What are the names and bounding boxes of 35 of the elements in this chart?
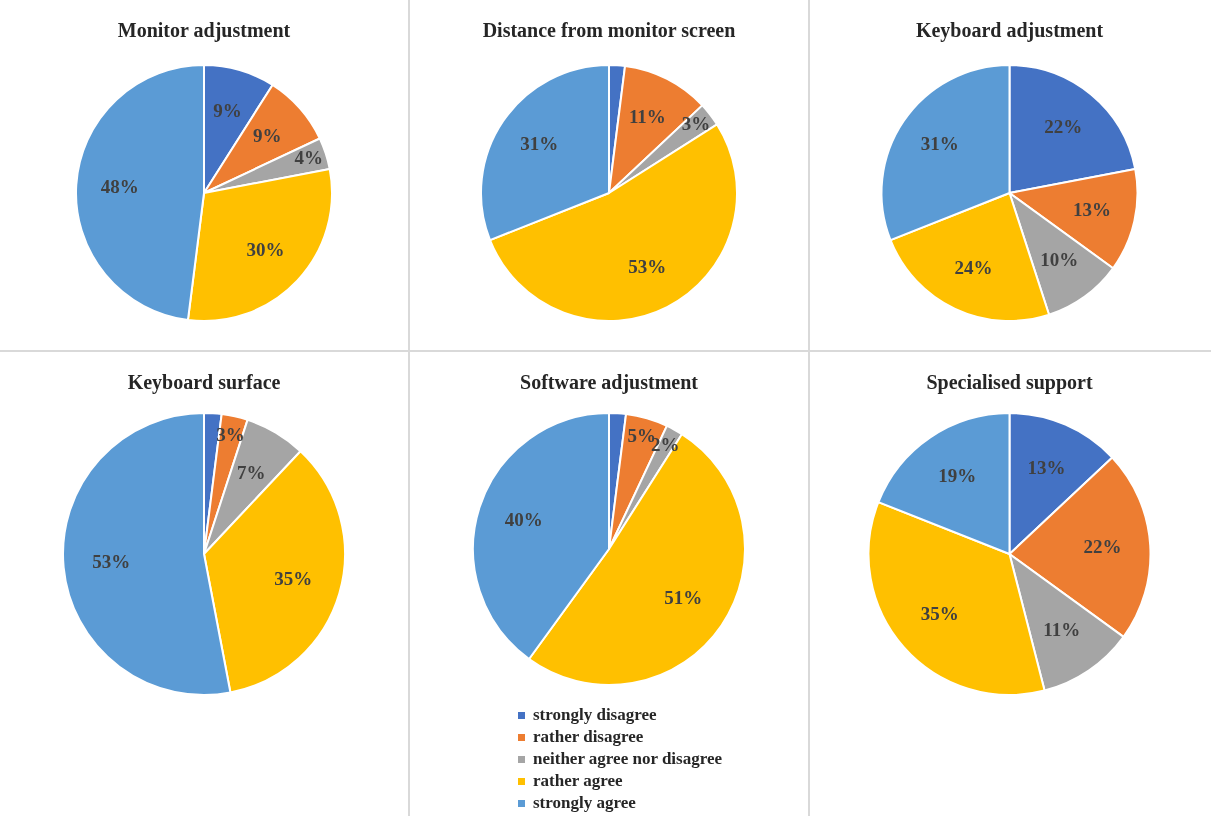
data-label: 24%	[954, 257, 993, 279]
data-label: 13%	[1027, 456, 1066, 478]
data-label: 48%	[100, 175, 139, 197]
legend-label: strongly agree	[533, 792, 636, 814]
data-label: 31%	[920, 133, 959, 155]
chart-title: Keyboard adjustment	[915, 19, 1104, 43]
chart-title: Distance from monitor screen	[482, 19, 736, 42]
data-label: 11%	[628, 105, 666, 127]
data-label: 22%	[1044, 115, 1083, 137]
chart-title: Keyboard surface	[127, 371, 281, 395]
data-label: 22%	[1083, 536, 1122, 558]
legend-label: rather agree	[533, 770, 623, 792]
chart-title: Monitor adjustment	[117, 19, 291, 43]
data-label: 9%	[253, 125, 282, 147]
legend-label: strongly disagree	[533, 704, 657, 726]
chart-title: Specialised support	[926, 371, 1093, 395]
data-label: 40%	[504, 509, 543, 531]
data-label: 53%	[92, 550, 131, 572]
data-label: 35%	[274, 567, 313, 589]
data-label: 11%	[1043, 618, 1081, 640]
data-label: 19%	[938, 464, 977, 486]
data-label: 51%	[664, 587, 703, 609]
data-label: 35%	[920, 603, 959, 625]
legend-label: rather disagree	[533, 726, 644, 748]
data-label: 4%	[294, 146, 323, 168]
data-label: 13%	[1072, 199, 1111, 221]
data-label: 31%	[520, 133, 559, 155]
data-label: 9%	[213, 99, 242, 121]
data-label: 30%	[246, 238, 285, 260]
legend-label: neither agree nor disagree	[533, 748, 723, 770]
data-label: 7%	[237, 461, 266, 483]
data-label: 3%	[681, 113, 711, 135]
data-label: 10%	[1040, 249, 1079, 271]
data-label: 53%	[628, 256, 667, 278]
chart-title: Software adjustment	[520, 371, 699, 395]
